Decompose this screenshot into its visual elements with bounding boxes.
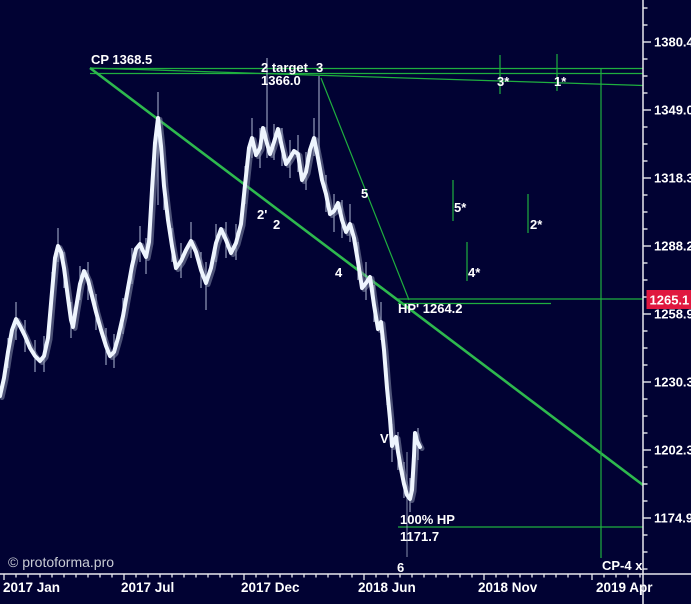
- price-line-path: [0, 116, 422, 501]
- y-axis-label: 1230.3: [654, 375, 691, 390]
- point-5-star: 5*: [454, 200, 467, 215]
- point-3: 3: [316, 60, 323, 75]
- point-3-star: 3*: [497, 74, 510, 89]
- point-2-prime: 2': [257, 207, 267, 222]
- point-4: 4: [335, 265, 343, 280]
- cp4x-label: CP-4 x: [602, 558, 643, 573]
- price-line: [0, 116, 425, 503]
- price-badge-value: 1265.1: [650, 293, 690, 308]
- target-label: 2 target: [261, 60, 309, 75]
- point-2: 2: [273, 217, 280, 232]
- x-axis-label: 2017 Jul: [121, 580, 174, 595]
- cp-label: CP 1368.5: [91, 52, 152, 67]
- y-axis-label: 1202.3: [654, 443, 691, 458]
- x-axis-label: 2018 Nov: [478, 580, 538, 595]
- y-axis-label: 1318.3: [654, 171, 691, 186]
- fan-line: [89, 67, 644, 87]
- point-2-star: 2*: [530, 217, 543, 232]
- point-1-star: 1*: [554, 74, 567, 89]
- point-v: V: [380, 431, 389, 446]
- x-axis-label: 2019 Apr: [596, 580, 653, 595]
- trend-lines: [89, 54, 644, 558]
- x-axis-label: 2018 Jun: [358, 580, 416, 595]
- y-axis: 1380.4 1349.0 1318.3 1288.2 1258.9 1230.3 1202…: [642, 0, 691, 604]
- line-3-to-hp: [320, 77, 410, 301]
- hp100-label: 100% HP: [400, 512, 455, 527]
- chart-annotations: CP 1368.5 2 target 3 1366.0 3* 1* 5 5* 2' 2 2* 4 4* H…: [91, 52, 643, 575]
- y-axis-label: 1258.9: [654, 307, 691, 322]
- price-badge-bg: [646, 290, 691, 309]
- level-1366: 1366.0: [261, 73, 301, 88]
- point-4-star: 4*: [468, 265, 481, 280]
- current-price-badge: 1265.1: [646, 290, 691, 309]
- y-axis-label: 1380.4: [654, 35, 691, 50]
- y-axis-label: 1174.9: [654, 511, 691, 526]
- y-axis-label: 1349.0: [654, 103, 691, 118]
- y-axis-label: 1288.2: [654, 239, 691, 254]
- point-5: 5: [361, 186, 368, 201]
- watermark: © protoforma.pro: [8, 554, 114, 570]
- level-1171: 1171.7: [400, 529, 439, 544]
- hp-label: HP' 1264.2: [398, 301, 463, 316]
- x-axis-label: 2017 Dec: [241, 580, 300, 595]
- x-axis-label: 2017 Jan: [3, 580, 60, 595]
- x-axis: 2017 Jan 2017 Jul 2017 Dec 2018 Jun 2018 Nov…: [0, 573, 691, 595]
- point-6: 6: [397, 560, 404, 575]
